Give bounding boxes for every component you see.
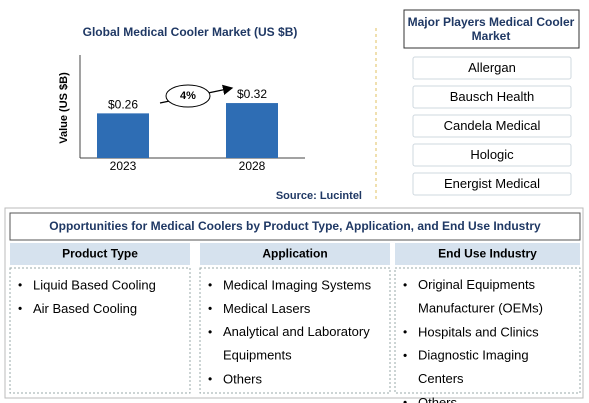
bullet: •	[208, 302, 212, 316]
x-tick-label: 2023	[110, 159, 137, 173]
column-header: End Use Industry	[438, 247, 537, 261]
list-item: Liquid Based Cooling	[33, 277, 156, 292]
bullet: •	[18, 278, 22, 292]
column-header-box	[395, 243, 580, 265]
bullet: •	[208, 372, 212, 386]
chart-title: Global Medical Cooler Market (US $B)	[83, 25, 298, 39]
player-box	[412, 85, 572, 109]
x-tick-label: 2028	[239, 159, 266, 173]
bar	[97, 113, 149, 158]
opportunities-frame	[4, 207, 584, 399]
column-header-box	[10, 243, 190, 265]
column-box	[394, 267, 581, 394]
list-item: Medical Lasers	[223, 301, 311, 316]
bullet: •	[18, 302, 22, 316]
column-header: Application	[262, 247, 327, 261]
columns: Product Type • Liquid Based Cooling • Air Ba…	[9, 243, 581, 403]
list-item: Air Based Cooling	[33, 301, 137, 316]
bullet: •	[208, 278, 212, 292]
player-box	[412, 114, 572, 138]
bullet: •	[403, 278, 407, 292]
player-box	[412, 172, 572, 196]
y-axis-label: Value (US $B)	[58, 72, 70, 144]
column-box	[199, 267, 391, 394]
value-label: $0.26	[108, 98, 138, 112]
list-item: Hospitals and Clinics	[418, 324, 539, 339]
growth-bubble	[165, 84, 211, 108]
column-box	[9, 267, 191, 394]
player-box	[412, 56, 572, 80]
list-item: Others	[223, 371, 263, 386]
opportunities-title: Opportunities for Medical Coolers by Pro…	[49, 219, 541, 233]
list-item: Original Equipments Manufacturer (OEMs)	[418, 277, 543, 316]
players-title: Major Players Medical Cooler Market	[408, 15, 575, 43]
bar	[226, 103, 278, 158]
column-header: Product Type	[62, 247, 138, 261]
list-item: Others	[418, 395, 458, 403]
bullet: •	[403, 396, 407, 403]
growth-label: 4%	[180, 90, 196, 102]
players: Allergan Bausch Health Candela Medical Holo…	[412, 56, 572, 196]
player-box	[412, 143, 572, 167]
player-name: Hologic	[470, 147, 514, 162]
bullet: •	[208, 325, 212, 339]
player-name: Bausch Health	[450, 89, 535, 104]
player-name: Allergan	[468, 60, 516, 75]
opportunities-title-box	[9, 212, 581, 241]
list-item: Analytical and Laboratory Equipments	[223, 324, 370, 363]
player-name: Energist Medical	[444, 176, 540, 191]
column-header-box	[200, 243, 390, 265]
list-item: Diagnostic Imaging Centers	[418, 348, 529, 387]
value-label: $0.32	[237, 87, 267, 101]
source: Source: Lucintel	[276, 190, 362, 202]
players-title-box	[403, 9, 580, 49]
player-name: Candela Medical	[444, 118, 541, 133]
list-item: Medical Imaging Systems	[223, 277, 372, 292]
bullet: •	[403, 349, 407, 363]
bullet: •	[403, 325, 407, 339]
